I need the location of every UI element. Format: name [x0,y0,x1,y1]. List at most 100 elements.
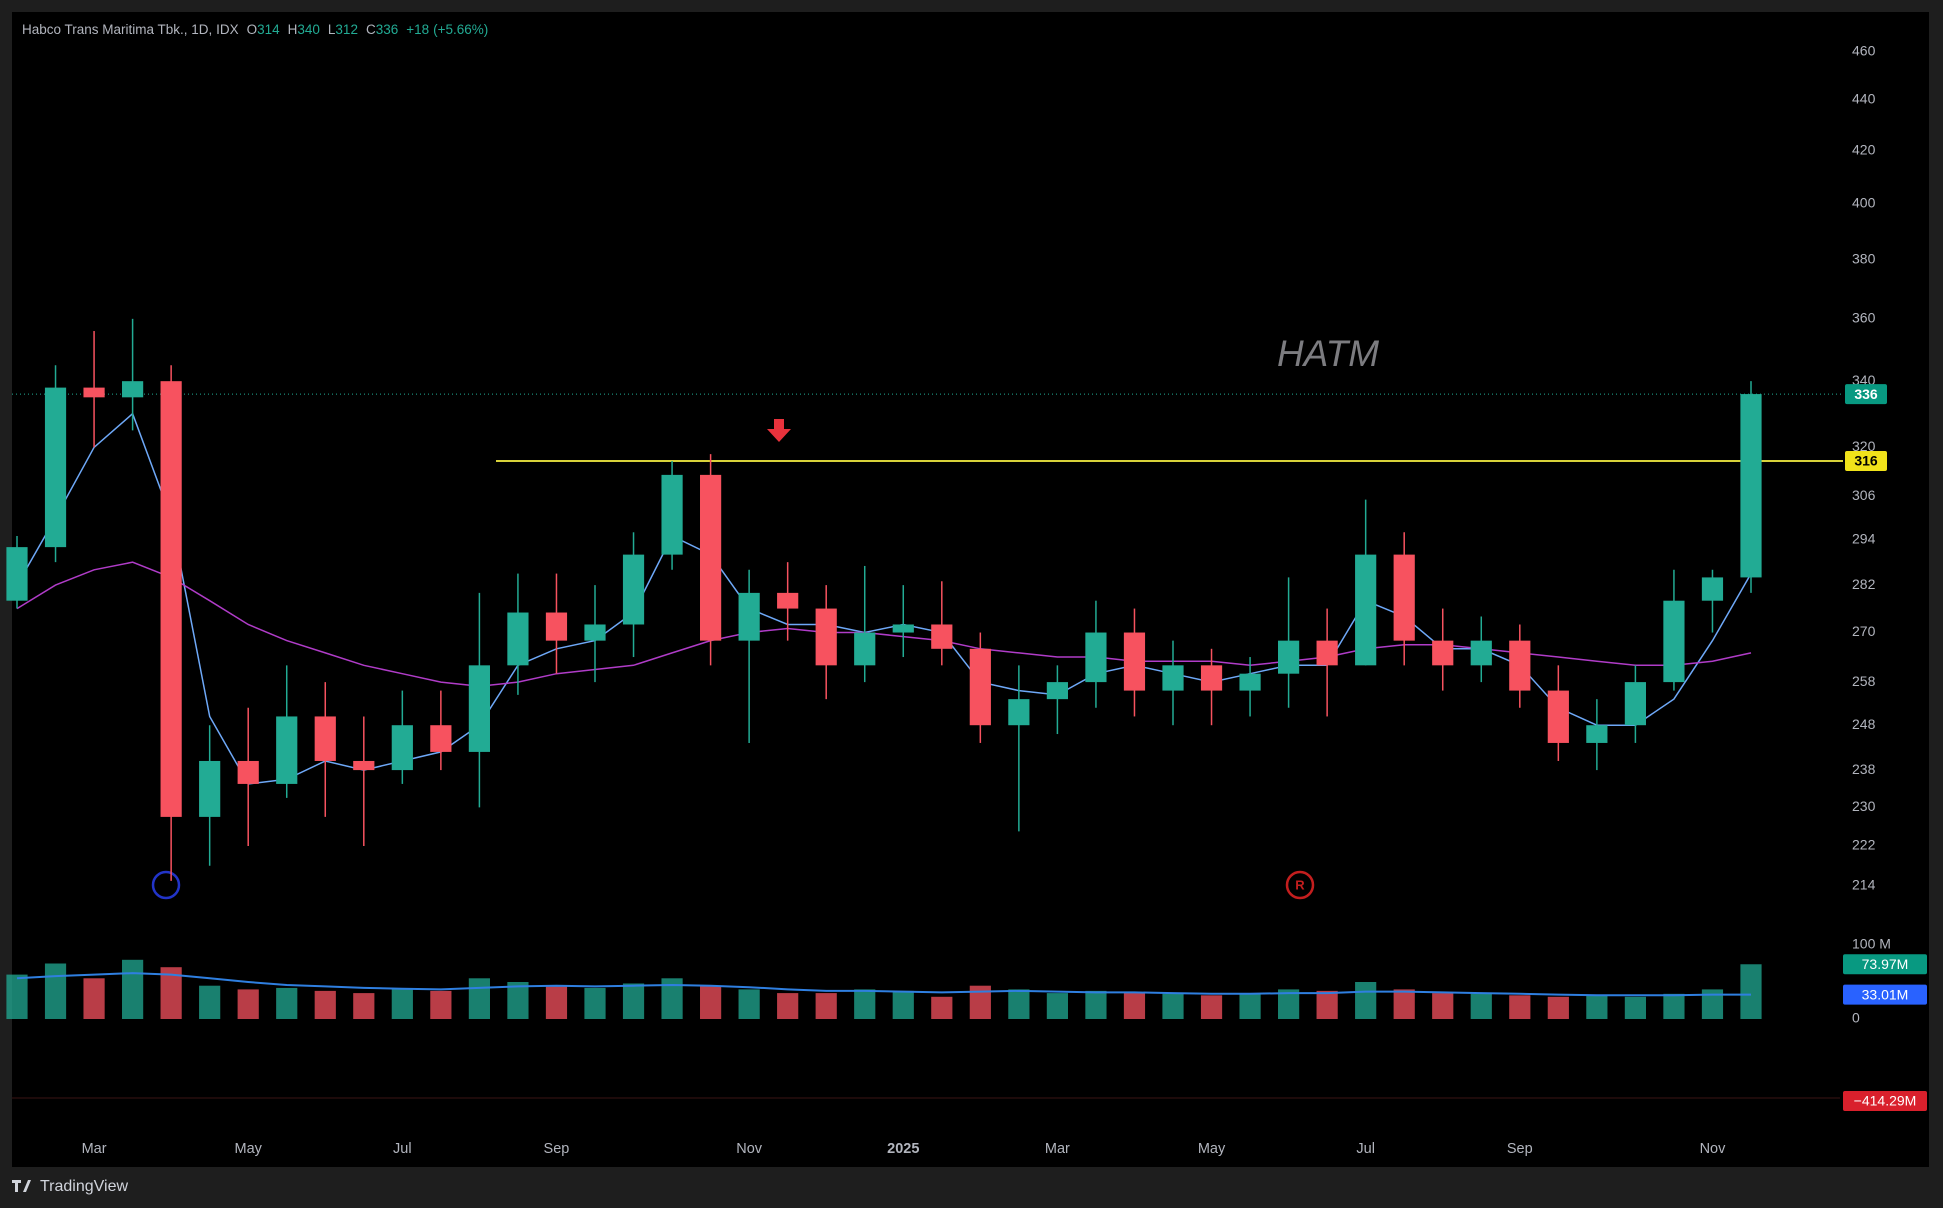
candle-body [276,716,298,784]
candle-body [1008,699,1030,726]
y-tick-label: 238 [1852,761,1876,777]
ohlc-key: H [288,22,298,37]
candle-body [353,760,375,771]
volume-bar [892,990,914,1019]
ohlc-value: 336 [376,22,399,37]
candle-body [160,381,182,817]
candle-body [700,474,722,641]
candle-body [391,725,413,771]
volume-bar [44,963,67,1019]
volume-bar [391,989,413,1019]
candle-body [584,624,606,641]
ohlc-key: L [328,22,336,37]
y-tick-label: 222 [1852,837,1876,853]
y-tick-label: 230 [1852,798,1876,814]
brand-name: TradingView [40,1178,128,1195]
candle-body [1432,640,1454,666]
y-tick-label: 258 [1852,673,1876,689]
candle-body [1547,690,1569,743]
y-tick-label: 270 [1852,623,1876,639]
volume-bar [276,987,298,1019]
candle-body [1470,640,1492,666]
candle-body [1624,682,1646,726]
y-tick-label: 248 [1852,716,1876,732]
candle-body [854,632,876,666]
volume-badge [1843,954,1927,975]
candle-body [815,608,837,666]
volume-bar [1663,993,1685,1019]
volume-bar [777,993,799,1019]
volume-bar [1316,990,1338,1019]
candle-body [1393,554,1415,641]
y-tick-label: 420 [1852,141,1876,157]
resistance-badge [1845,450,1887,471]
volume-bar [1509,995,1531,1019]
x-tick-label: Nov [1700,1141,1727,1157]
y-tick-label: 360 [1852,310,1876,326]
volume-bar [545,985,568,1019]
indicator-badge-label: −414.29M [1854,1093,1917,1109]
ohlc-key: O [247,22,258,37]
ohlc-value: 312 [335,22,358,37]
last-price-badge-label: 336 [1854,386,1878,402]
x-tick-label: Mar [82,1141,107,1157]
candle-body [468,665,490,752]
x-tick-label: Jul [393,1141,412,1157]
brand-icon [12,1180,31,1192]
header-text: Habco Trans Maritima Tbk., 1D, IDX O314 H3… [22,22,488,37]
event-marker [1285,870,1315,900]
volume-bar [6,974,28,1019]
moving-average [16,561,1752,688]
volume-bar [430,990,452,1019]
candle-body [1740,394,1762,578]
change-pct: (+5.66%) [433,22,488,37]
volume-bar [700,985,722,1019]
chart-area [12,12,1929,1167]
y-tick-label: 320 [1852,438,1876,454]
ohlc-value: 314 [257,22,280,37]
y-tick-label: 282 [1852,576,1876,592]
candle-body [1123,632,1146,691]
volume-bar [931,996,953,1019]
volume-bar [1701,989,1724,1019]
candle-body [1278,640,1300,674]
volume-bar [661,978,683,1019]
volume-bar [1278,989,1300,1019]
candle-body [237,760,259,784]
candle-body [1663,600,1685,683]
candle-body [738,592,760,641]
volume-bar [1470,993,1492,1019]
change: +18 [406,22,429,37]
x-tick-label: Sep [1507,1141,1533,1157]
volume-bar [1046,993,1068,1019]
resistance-badge-label: 316 [1854,453,1878,469]
brand-logo: TradingView [12,1178,128,1195]
x-tick-label: May [1198,1141,1226,1157]
candle-body [969,648,991,726]
ohlc-value: 340 [297,22,320,37]
y-tick-label: 294 [1852,530,1876,546]
volume-bar [969,985,991,1019]
indicator-badge [1843,1091,1927,1111]
volume-ma-badge [1843,984,1927,1005]
volume-bar [160,967,182,1019]
volume-bar [237,989,259,1019]
volume-bar [83,978,105,1019]
volume-badge-label: 73.97M [1862,956,1909,972]
candle-body [199,760,221,817]
volume-bar [1547,996,1569,1019]
candle-body [6,547,28,601]
watermark: HATM [1277,333,1379,374]
y-tick-label: 460 [1852,42,1876,58]
candle-body [892,624,914,633]
ohlc-key: C [366,22,376,37]
candle-body [1701,577,1724,601]
symbol: Habco Trans Maritima Tbk., 1D, IDX [22,22,239,37]
volume-bar [854,989,876,1019]
candle-body [1162,665,1184,691]
volume-bar [1432,993,1454,1019]
volume-bar [1586,995,1608,1019]
event-marker-label: R [1295,877,1305,892]
